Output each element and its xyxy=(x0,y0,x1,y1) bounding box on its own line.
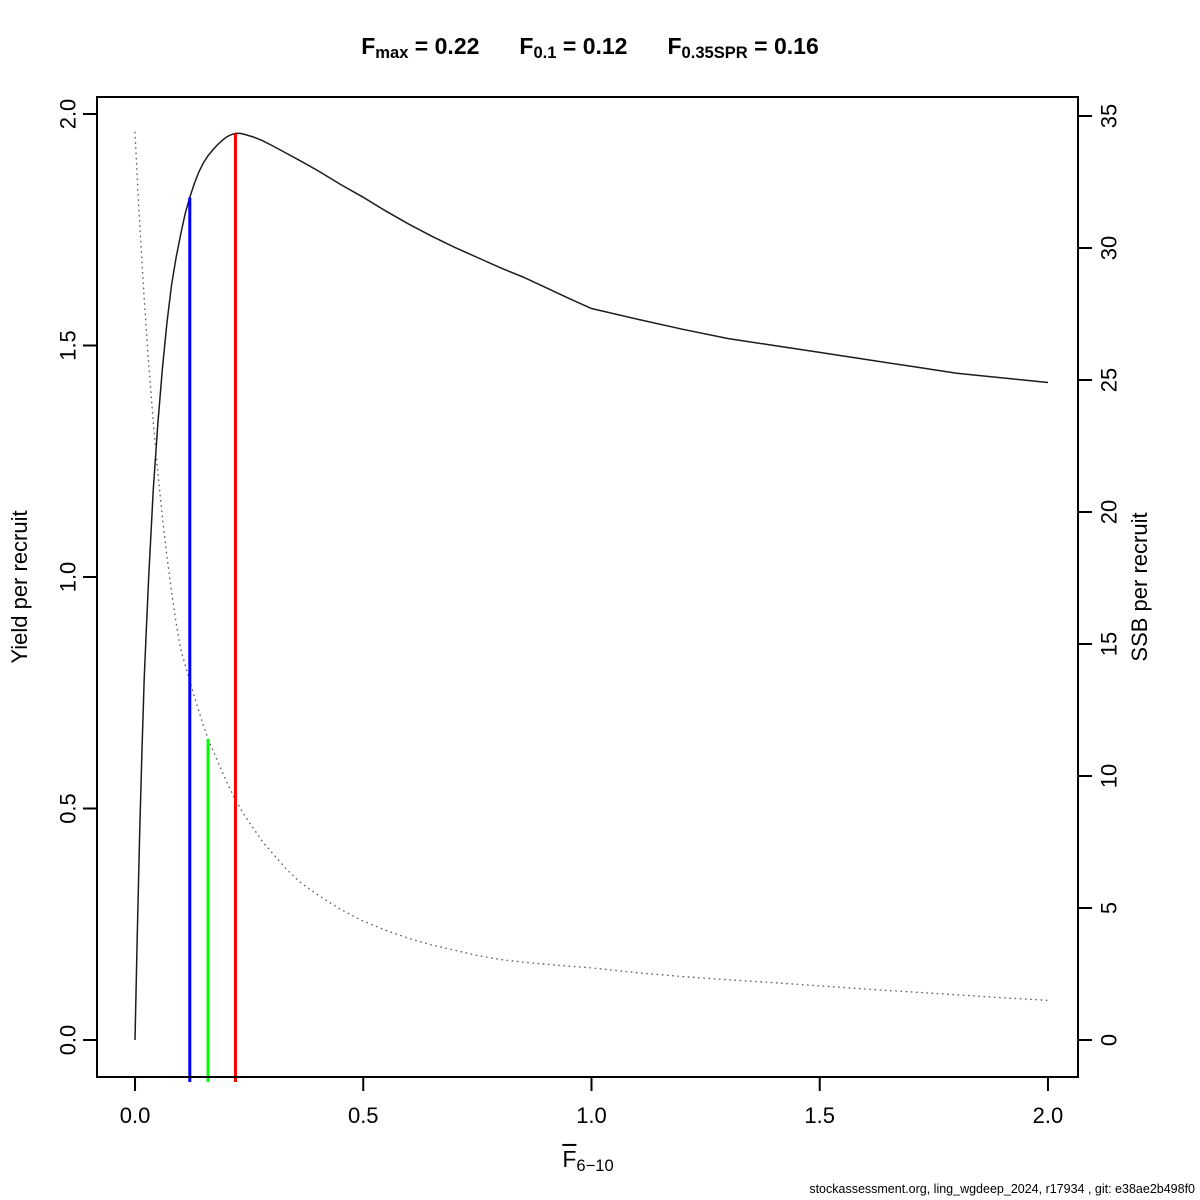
x-tick-label: 0.0 xyxy=(120,1103,151,1128)
y-right-tick-label: 10 xyxy=(1097,764,1122,788)
title-f035spr: F0.35SPR = 0.16 xyxy=(667,33,819,63)
y-axis-label-left: Yield per recruit xyxy=(7,510,32,664)
x-tick-label: 0.5 xyxy=(348,1103,379,1128)
y-right-tick-label: 0 xyxy=(1097,1034,1122,1046)
y-right-tick-label: 20 xyxy=(1097,500,1122,524)
y-right-tick-label: 15 xyxy=(1097,632,1122,656)
x-axis-label: F6−10 xyxy=(562,1145,614,1176)
title-f01: F0.1 = 0.12 xyxy=(519,33,628,63)
plot-frame xyxy=(96,96,1079,1078)
y-left-tick-label: 0.0 xyxy=(56,1025,81,1056)
ssb-per-recruit-curve xyxy=(134,131,1049,1002)
yield-per-recruit-curve xyxy=(134,132,1049,1041)
footer-attribution: stockassessment.org, ling_wgdeep_2024, r… xyxy=(809,1182,1195,1196)
y-right-tick-label: 25 xyxy=(1097,368,1122,392)
y-axis-label-right: SSB per recruit xyxy=(1127,512,1152,662)
x-tick-label: 1.5 xyxy=(804,1103,835,1128)
y-left-tick-label: 2.0 xyxy=(56,99,81,130)
y-left-tick-label: 1.5 xyxy=(56,330,81,361)
y-right-tick-label: 5 xyxy=(1097,902,1122,914)
y-left-tick-label: 0.5 xyxy=(56,793,81,824)
x-tick-label: 2.0 xyxy=(1033,1103,1064,1128)
y-right-tick-label: 30 xyxy=(1097,236,1122,260)
title-fmax: Fmax = 0.22 xyxy=(361,33,480,63)
y-left-tick-label: 1.0 xyxy=(56,562,81,593)
x-tick-label: 1.0 xyxy=(576,1103,607,1128)
y-right-tick-label: 35 xyxy=(1097,104,1122,128)
plot-title: Fmax = 0.22 F0.1 = 0.12 F0.35SPR = 0.16 xyxy=(0,33,1180,63)
